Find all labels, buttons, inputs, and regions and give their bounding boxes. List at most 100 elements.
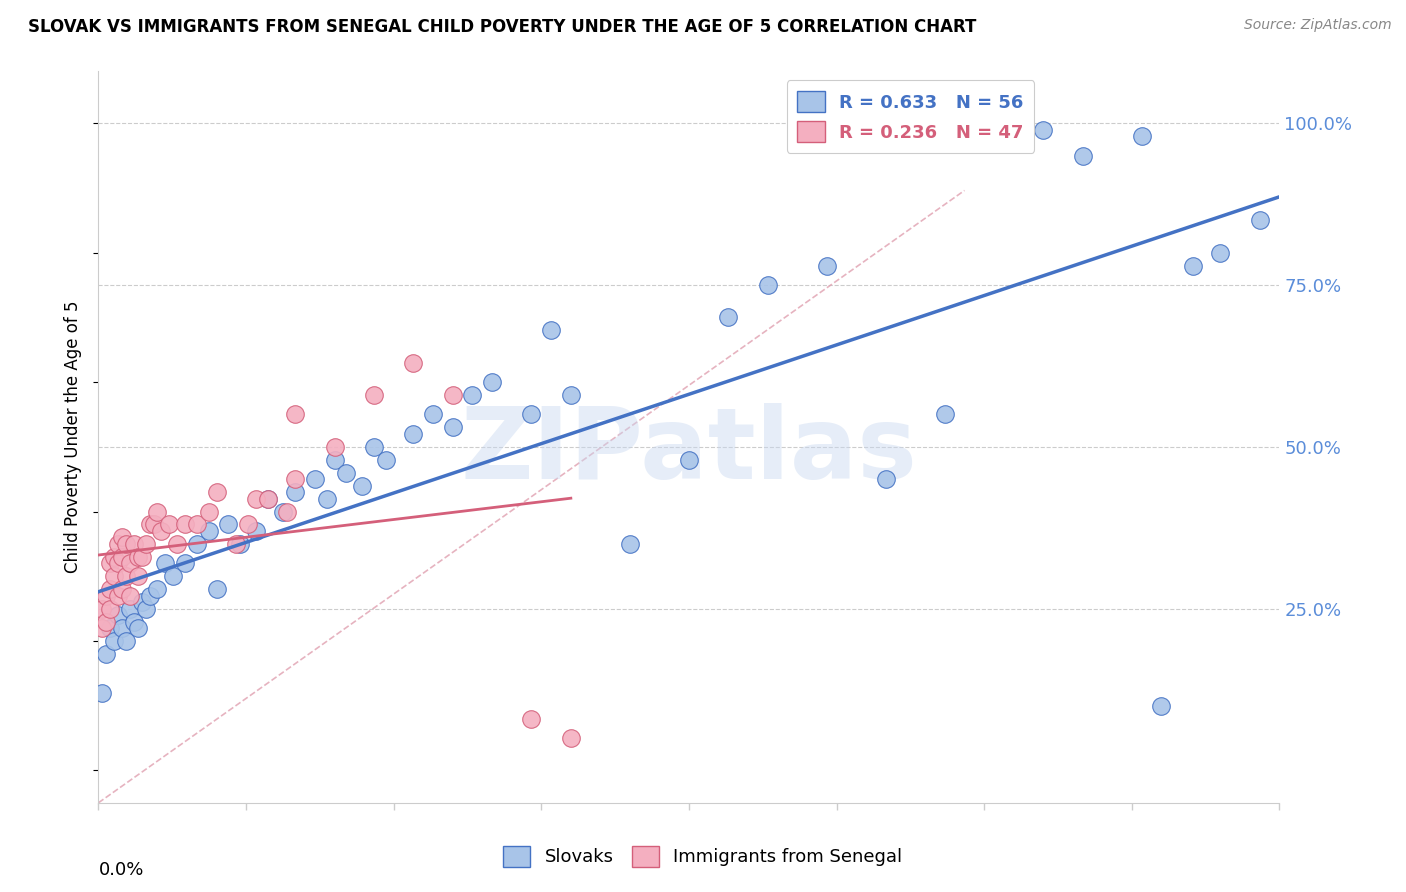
Point <box>135 601 157 615</box>
Point <box>520 408 543 422</box>
Text: 0.0%: 0.0% <box>98 862 143 880</box>
Point <box>111 582 134 597</box>
Point <box>422 408 444 422</box>
Point <box>122 615 145 629</box>
Point <box>315 491 337 506</box>
Point <box>304 472 326 486</box>
Point <box>256 491 278 506</box>
Point <box>111 549 134 564</box>
Point <box>256 491 278 506</box>
Point <box>481 375 503 389</box>
Text: SLOVAK VS IMMIGRANTS FROM SENEGAL CHILD POVERTY UNDER THE AGE OF 5 CORRELATION C: SLOVAK VS IMMIGRANTS FROM SENEGAL CHILD … <box>28 18 977 36</box>
Point <box>1181 259 1204 273</box>
Point <box>96 647 118 661</box>
Point <box>103 549 125 564</box>
Point <box>166 537 188 551</box>
Point <box>245 524 267 538</box>
Point <box>352 478 374 492</box>
Point <box>1150 698 1173 713</box>
Point <box>91 621 114 635</box>
Point <box>1130 129 1153 144</box>
Point <box>953 129 976 144</box>
Point <box>335 466 357 480</box>
Point <box>127 549 149 564</box>
Point <box>402 356 425 370</box>
Point <box>441 388 464 402</box>
Point <box>540 323 562 337</box>
Legend: Slovaks, Immigrants from Senegal: Slovaks, Immigrants from Senegal <box>496 838 910 874</box>
Point <box>107 557 129 571</box>
Point <box>678 452 700 467</box>
Legend: R = 0.633   N = 56, R = 0.236   N = 47: R = 0.633 N = 56, R = 0.236 N = 47 <box>786 80 1035 153</box>
Point <box>131 595 153 609</box>
Point <box>186 537 208 551</box>
Point <box>875 472 897 486</box>
Point <box>273 504 295 518</box>
Point <box>323 452 346 467</box>
Text: ZIPatlas: ZIPatlas <box>461 403 917 500</box>
Point <box>98 601 121 615</box>
Point <box>103 569 125 583</box>
Point <box>560 388 582 402</box>
Point <box>118 557 141 571</box>
Point <box>441 420 464 434</box>
Point <box>115 569 138 583</box>
Point <box>186 517 208 532</box>
Point <box>236 517 259 532</box>
Point <box>1209 245 1232 260</box>
Point <box>107 537 129 551</box>
Point <box>103 634 125 648</box>
Point <box>225 537 247 551</box>
Point <box>756 277 779 292</box>
Point <box>150 524 173 538</box>
Point <box>276 504 298 518</box>
Point <box>374 452 396 467</box>
Text: Source: ZipAtlas.com: Source: ZipAtlas.com <box>1244 18 1392 32</box>
Point <box>131 549 153 564</box>
Point <box>197 524 219 538</box>
Point <box>162 569 184 583</box>
Point <box>174 557 197 571</box>
Point <box>217 517 239 532</box>
Point <box>138 589 160 603</box>
Point <box>229 537 252 551</box>
Point <box>1071 148 1094 162</box>
Point <box>98 557 121 571</box>
Y-axis label: Child Poverty Under the Age of 5: Child Poverty Under the Age of 5 <box>65 301 83 574</box>
Point <box>174 517 197 532</box>
Point <box>98 621 121 635</box>
Point <box>127 621 149 635</box>
Point <box>107 608 129 623</box>
Point <box>146 504 169 518</box>
Point <box>135 537 157 551</box>
Point <box>560 731 582 745</box>
Point <box>122 537 145 551</box>
Point <box>205 582 228 597</box>
Point <box>96 589 118 603</box>
Point <box>127 569 149 583</box>
Point <box>363 440 385 454</box>
Point <box>115 634 138 648</box>
Point <box>245 491 267 506</box>
Point <box>1032 122 1054 136</box>
Point <box>323 440 346 454</box>
Point <box>91 601 114 615</box>
Point <box>142 517 165 532</box>
Point <box>284 408 307 422</box>
Point <box>138 517 160 532</box>
Point <box>520 712 543 726</box>
Point <box>96 615 118 629</box>
Point <box>111 530 134 544</box>
Point <box>284 485 307 500</box>
Point <box>1249 213 1271 227</box>
Point <box>363 388 385 402</box>
Point <box>717 310 740 325</box>
Point <box>107 589 129 603</box>
Point <box>118 589 141 603</box>
Point <box>934 408 956 422</box>
Point <box>461 388 484 402</box>
Point <box>115 537 138 551</box>
Point <box>197 504 219 518</box>
Point <box>205 485 228 500</box>
Point <box>815 259 838 273</box>
